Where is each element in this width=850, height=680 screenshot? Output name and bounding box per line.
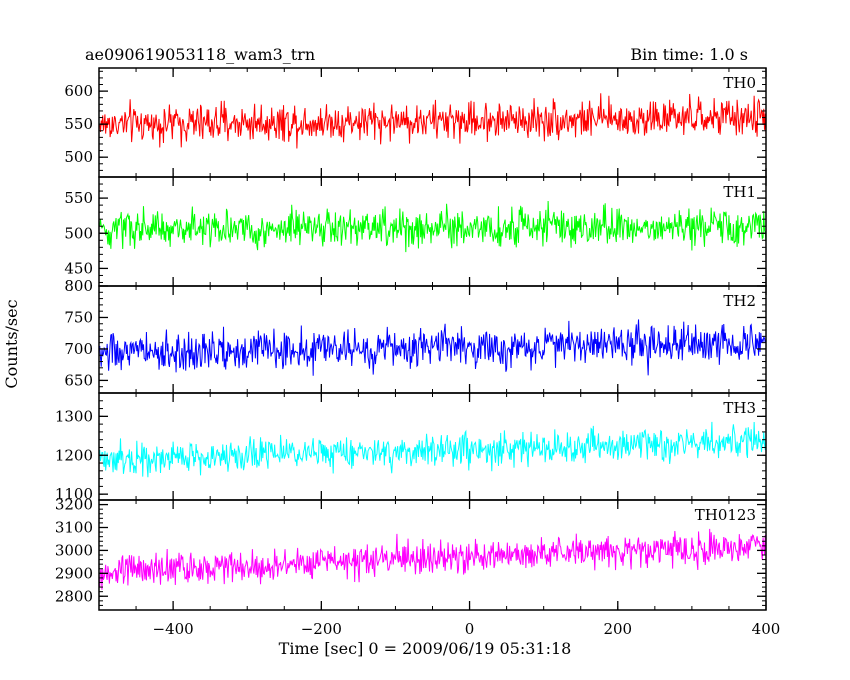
y-tick-label: 1200 [55,446,93,464]
series-line-th1 [99,201,766,253]
y-tick-label: 1300 [55,407,93,425]
panel-label-th1: TH1 [723,183,756,201]
panel-th2: 650 700 750 800 TH2 [64,277,767,394]
y-tick-label: 2900 [55,564,93,582]
panel-label-th0: TH0 [723,74,756,92]
y-tick-label: 500 [64,224,93,242]
y-tick-label: 3200 [55,496,93,514]
y-tick-label: 800 [64,277,93,295]
x-tick-label: 200 [603,620,632,638]
y-tick-label: 450 [64,259,93,277]
series-line-th2 [99,319,766,376]
bin-time-label: Bin time: 1.0 s [630,45,748,64]
y-tick-label: 500 [64,148,93,166]
panel-th0: 500 550 600 TH0 [64,67,767,178]
y-tick-label: 3000 [55,541,93,559]
panels-group: 500 550 600 TH0 450 500 550 TH1 650 700 750 800 TH2 1… [55,67,781,638]
y-tick-label: 550 [64,115,93,133]
panel-th1: 450 500 550 TH1 [64,176,767,287]
panel-label-th3: TH3 [723,399,756,417]
panel-th0123: 2800 2900 3000 3100 3200 TH0123 [55,496,767,611]
y-tick-label: 600 [64,82,93,100]
panel-label-th2: TH2 [723,292,756,310]
y-tick-label: 700 [64,340,93,358]
series-line-th3 [99,421,766,478]
y-tick-label: 1100 [55,485,93,503]
x-tick-label: 400 [752,620,781,638]
x-axis-label: Time [sec] 0 = 2009/06/19 05:31:18 [279,639,572,658]
y-tick-label: 750 [64,308,93,326]
chart-title: ae090619053118_wam3_trn [85,45,315,64]
panel-label-th0123: TH0123 [695,506,756,524]
x-tick-label: 0 [465,620,475,638]
panel-frame [98,499,767,611]
panel-th3: 1100 1200 1300 TH3 [55,392,767,503]
series-line-th0 [99,93,766,149]
y-tick-label: 3100 [55,519,93,537]
series-line-th0123 [99,528,766,590]
y-tick-label: 550 [64,189,93,207]
x-tick-label: −200 [301,620,342,638]
y-tick-label: 2800 [55,587,93,605]
y-tick-label: 650 [64,371,93,389]
x-tick-label: −400 [153,620,194,638]
y-axis-label: Counts/sec [2,299,21,388]
